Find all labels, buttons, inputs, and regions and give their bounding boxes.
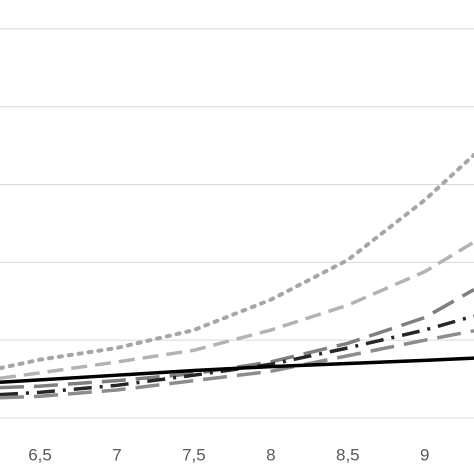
- x-tick-label: 7,5: [182, 445, 206, 464]
- series-line: [0, 288, 474, 390]
- x-tick-label: 9: [420, 445, 429, 464]
- x-tick-label: 8,5: [336, 445, 360, 464]
- series-line: [0, 329, 474, 400]
- series-line: [0, 356, 474, 384]
- series-line: [0, 152, 474, 371]
- x-tick-label: 6,5: [28, 445, 52, 464]
- series-line: [0, 240, 474, 381]
- x-tick-label: 8: [266, 445, 275, 464]
- x-tick-label: 7: [112, 445, 121, 464]
